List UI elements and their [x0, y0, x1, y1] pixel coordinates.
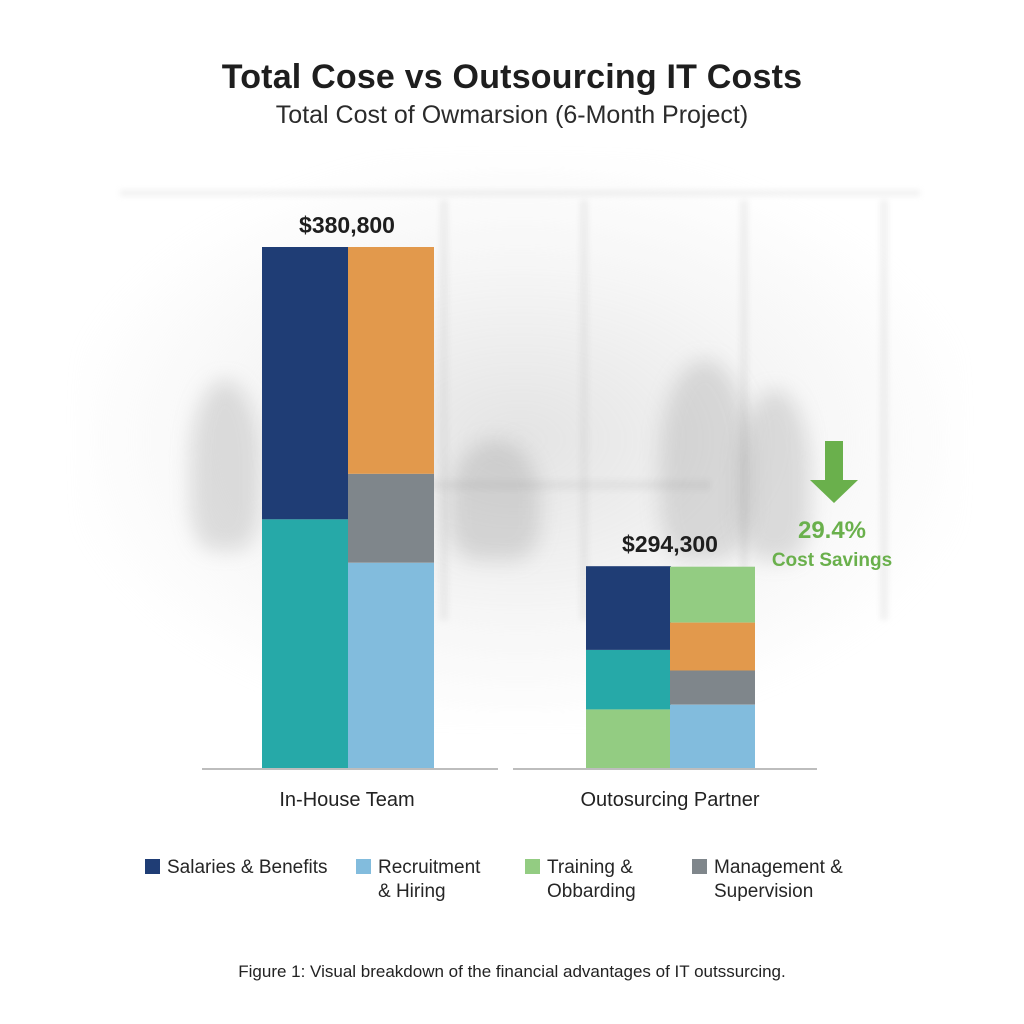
bar-segment-training: [670, 566, 755, 623]
bar-segment-teal: [262, 519, 348, 768]
legend-swatch: [145, 859, 160, 874]
category-label: In-House Team: [279, 789, 414, 811]
figure-caption: Figure 1: Visual breakdown of the financ…: [238, 962, 786, 981]
legend-swatch: [692, 859, 707, 874]
down-arrow-icon: [810, 441, 858, 503]
category-label: Outosurcing Partner: [581, 789, 760, 811]
savings-percent: 29.4%: [798, 517, 866, 544]
legend-label: Management & Supervision: [714, 857, 843, 902]
legend-item: Recruitment & Hiring: [356, 856, 480, 904]
bar-segment-recruitment: [348, 562, 434, 768]
bar-segment-management: [670, 670, 755, 705]
bar-segment-teal: [586, 649, 671, 710]
chart-legend: Salaries & Benefits Recruitment & Hiring T…: [0, 856, 1024, 916]
chart-title: Total Cose vs Outsourcing IT Costs: [221, 58, 803, 96]
bar-segment-management: [348, 473, 434, 563]
legend-label: Training & Obbarding: [547, 857, 636, 902]
total-value-label: $294,300: [622, 531, 718, 557]
bar-segment-salaries: [586, 566, 671, 650]
bar-segment-salaries: [262, 247, 348, 520]
legend-item: Training & Obbarding: [525, 856, 636, 904]
legend-label: Recruitment & Hiring: [378, 857, 481, 902]
bar-segment-recruitment: [670, 704, 755, 768]
total-value-label: $380,800: [299, 212, 395, 238]
bar-segment-orange: [348, 247, 434, 474]
legend-item: Salaries & Benefits: [145, 856, 328, 880]
legend-label: Salaries & Benefits: [167, 857, 328, 878]
legend-swatch: [356, 859, 371, 874]
chart-subtitle: Total Cost of Owmarsion (6-Month Project…: [275, 101, 749, 129]
bar-segment-orange: [670, 622, 755, 671]
bar-segment-training: [586, 709, 671, 768]
legend-item: Management & Supervision: [692, 856, 843, 904]
savings-label: Cost Savings: [772, 550, 892, 571]
legend-swatch: [525, 859, 540, 874]
